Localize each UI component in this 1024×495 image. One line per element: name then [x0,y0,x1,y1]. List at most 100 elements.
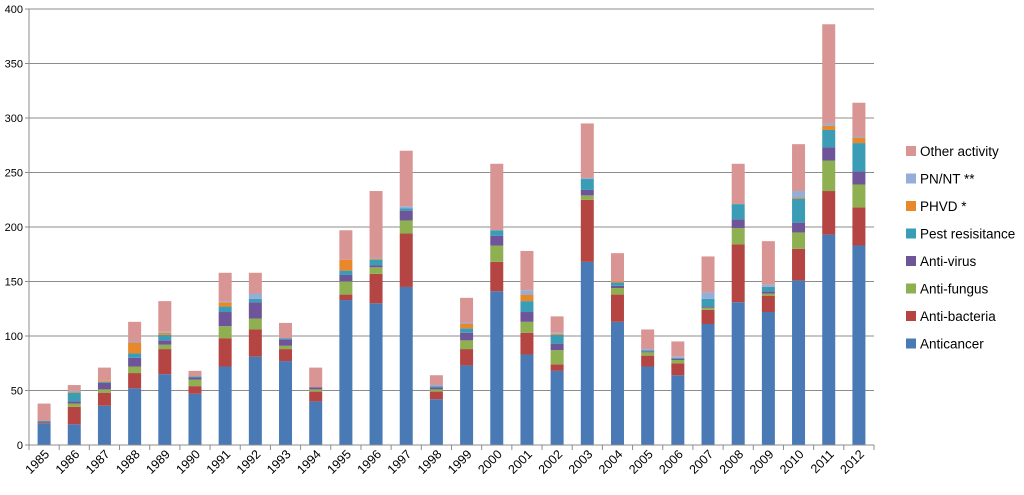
bar-segment-anti-fungus [580,195,594,200]
bar-segment-anti-bacteria [97,392,111,406]
legend: Other activity PN/NT ** PHVD * Pest resisit… [906,144,1015,352]
bar-stack-1989 [158,301,172,445]
legend-item: Pest resisitance [906,227,1015,242]
bar-segment-pest-resisitance [641,350,655,352]
bar-segment-anti-virus [339,274,353,282]
x-tick-label: 1992 [234,447,264,477]
bar-segment-anti-bacteria [792,248,806,281]
bar-segment-anticancer [67,424,81,445]
x-tick-label: 1996 [355,447,385,477]
bar-segment-anti-fungus [641,352,655,356]
bar-segment-pn-nt [701,292,715,299]
bar-segment-phvd [128,342,142,354]
legend-item: Anti-bacteria [906,309,996,324]
bar-segment-anti-bacteria [188,386,202,394]
bar-segment-anti-fungus [218,326,232,339]
bar-segment-phvd [610,281,624,283]
bar-segment-other-activity [369,191,383,258]
bar-stack-1988 [128,321,142,445]
bar-segment-other-activity [158,301,172,332]
x-tick-label: 2005 [626,447,656,477]
bar-segment-anti-bacteria [731,244,745,303]
bar-segment-anti-fungus [610,288,624,295]
bar-segment-anti-bacteria [852,207,866,246]
bar-segment-anticancer [550,370,564,445]
legend-label: Anti-bacteria [920,309,996,324]
x-tick-label: 2012 [837,447,867,477]
bar-segment-pest-resisitance [490,230,504,236]
legend-item: Other activity [906,144,999,159]
bar-stack-2011 [822,24,836,445]
legend-label: Anti-fungus [920,282,989,297]
bar-segment-anticancer [520,354,534,445]
x-tick-label: 1990 [174,447,204,477]
x-tick-label: 1989 [143,447,173,477]
bar-segment-anticancer [248,356,262,445]
bar-segment-pest-resisitance [520,301,534,313]
x-axis: 1985 1986 1987 1988 1989 1990 1991 1992 1993 1994… [23,444,875,477]
legend-item: Anti-virus [906,254,977,269]
bar-segment-anti-fungus [188,379,202,387]
bar-segment-pest-resisitance [188,376,202,378]
bar-segment-pest-resisitance [822,129,836,148]
bar-segment-pest-resisitance [158,334,172,341]
bar-segment-other-activity [37,403,51,422]
bar-segment-anticancer [792,280,806,445]
bar-segment-other-activity [731,163,745,205]
x-tick-label: 1994 [294,447,324,477]
bar-segment-anti-fungus [520,321,534,333]
bar-segment-anti-virus [701,306,715,308]
legend-swatch [906,228,916,239]
bar-segment-other-activity [610,253,624,282]
bar-segment-pest-resisitance [610,282,624,286]
bar-segment-anti-virus [822,147,836,161]
bar-segment-other-activity [460,297,474,323]
y-tick-label: 300 [5,113,23,125]
bar-segment-other-activity [248,272,262,294]
bar-segment-anti-fungus [490,245,504,262]
bar-stack-1987 [97,367,111,445]
bar-segment-pn-nt [822,123,836,126]
legend-item: Anticancer [906,337,984,352]
bar-segment-anti-bacteria [641,355,655,367]
bar-segment-anti-fungus [761,293,775,296]
bar-segment-anti-fungus [852,184,866,208]
bar-segment-other-activity [188,370,202,377]
x-tick-label: 2002 [536,447,566,477]
y-tick-label: 100 [5,331,23,343]
bar-segment-anti-bacteria [158,349,172,375]
bar-segment-anti-virus [731,219,745,229]
x-tick-label: 1991 [204,447,234,477]
x-tick-label: 1985 [23,447,53,477]
bar-segment-anti-bacteria [369,273,383,304]
x-tick-label: 2001 [506,447,536,477]
x-tick-label: 2003 [566,447,596,477]
bar-segment-anti-fungus [550,350,564,365]
bar-segment-anticancer [309,401,323,445]
bar-segment-anti-bacteria [339,294,353,301]
bar-segment-phvd [67,391,81,393]
bar-segment-other-activity [641,329,655,350]
bar-segment-anti-fungus [792,232,806,249]
x-tick-label: 1998 [415,447,445,477]
x-tick-label: 2006 [656,447,686,477]
bar-segment-pest-resisitance [792,198,806,223]
legend-item: PN/NT ** [906,172,975,187]
x-tick-label: 1995 [324,447,354,477]
bar-segment-anticancer [852,245,866,445]
bar-segment-anti-fungus [158,344,172,350]
bar-segment-anticancer [641,366,655,445]
bar-segment-anti-virus [158,340,172,345]
bar-segment-anti-virus [429,387,443,390]
bar-segment-anticancer [701,324,715,445]
bar-segment-pest-resisitance [399,208,413,211]
bar-stack-1998 [429,375,443,445]
x-tick-label: 2008 [717,447,747,477]
bar-segment-anticancer [490,291,504,445]
bar-segment-anti-bacteria [128,373,142,389]
bar-stack-1992 [248,272,262,445]
bar-segment-anti-virus [460,332,474,341]
bar-segment-anti-virus [792,222,806,233]
bar-segment-anti-virus [671,358,685,360]
bar-segment-pn-nt [369,257,383,259]
